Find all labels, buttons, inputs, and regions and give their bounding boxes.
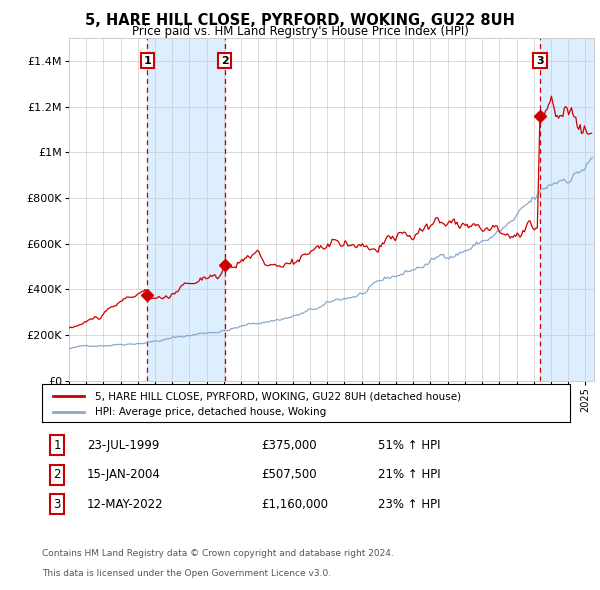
Text: 2: 2 xyxy=(53,468,61,481)
Text: 5, HARE HILL CLOSE, PYRFORD, WOKING, GU22 8UH: 5, HARE HILL CLOSE, PYRFORD, WOKING, GU2… xyxy=(85,13,515,28)
Text: 5, HARE HILL CLOSE, PYRFORD, WOKING, GU22 8UH (detached house): 5, HARE HILL CLOSE, PYRFORD, WOKING, GU2… xyxy=(95,391,461,401)
Text: Contains HM Land Registry data © Crown copyright and database right 2024.: Contains HM Land Registry data © Crown c… xyxy=(42,549,394,558)
Text: HPI: Average price, detached house, Woking: HPI: Average price, detached house, Woki… xyxy=(95,407,326,417)
Text: 23% ↑ HPI: 23% ↑ HPI xyxy=(378,498,440,511)
Text: 23-JUL-1999: 23-JUL-1999 xyxy=(87,439,160,452)
Text: 1: 1 xyxy=(143,55,151,65)
Text: 3: 3 xyxy=(53,498,61,511)
Text: This data is licensed under the Open Government Licence v3.0.: This data is licensed under the Open Gov… xyxy=(42,569,331,578)
Text: 2: 2 xyxy=(221,55,229,65)
Text: Price paid vs. HM Land Registry's House Price Index (HPI): Price paid vs. HM Land Registry's House … xyxy=(131,25,469,38)
Text: 3: 3 xyxy=(536,55,544,65)
Bar xyxy=(540,38,594,381)
Text: £375,000: £375,000 xyxy=(261,439,317,452)
Text: £1,160,000: £1,160,000 xyxy=(261,498,328,511)
Text: 21% ↑ HPI: 21% ↑ HPI xyxy=(378,468,440,481)
Text: 12-MAY-2022: 12-MAY-2022 xyxy=(87,498,164,511)
Text: 15-JAN-2004: 15-JAN-2004 xyxy=(87,468,161,481)
Text: 1: 1 xyxy=(53,439,61,452)
Text: 51% ↑ HPI: 51% ↑ HPI xyxy=(378,439,440,452)
Text: £507,500: £507,500 xyxy=(261,468,317,481)
Bar xyxy=(148,38,224,381)
